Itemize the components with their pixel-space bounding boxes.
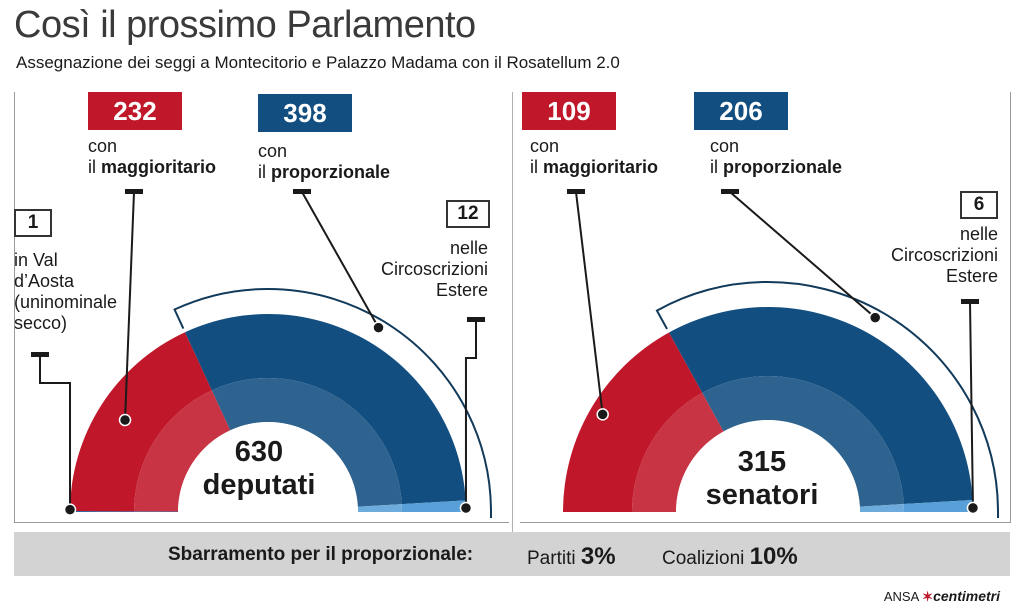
senato-maggioritario-segment [563,332,703,512]
senato-center-hole [676,420,860,512]
camera-estere-leader-tick [467,317,485,322]
camera-maggioritario-segment [70,332,212,512]
camera-secco-leader-line [39,355,72,510]
senato-proporzionale-bracket [655,281,999,518]
senato-unit: senatori [705,479,819,511]
camera-total: 630 [234,436,284,468]
threshold-partiti-label: Partiti [527,548,581,569]
camera-valaosta-line3: (uninominale [14,292,118,312]
senato-maggioritario-leader-dot [596,408,609,421]
camera-valaosta-line2: d’Aosta [14,271,75,291]
camera-secco-leader-tick [31,352,49,357]
camera-proporzionale-bracket [173,288,492,518]
threshold-coalizioni: Coalizioni 10% [662,543,798,571]
senato-estere-leader-line [969,301,974,508]
camera-estero-line2: Circoscrizioni [380,259,488,279]
camera-maggioritario-prefix: il [88,157,101,177]
camera-proporzionale-segment [185,313,466,505]
camera-estero-value: 12 [446,200,490,228]
threshold-partiti: Partiti 3% [527,543,616,571]
camera-proporzionale-segment-inner [211,378,402,507]
senato-maggioritario-prefix: il [530,157,543,177]
camera-maggioritario-bold: maggioritario [101,157,217,177]
camera-maggioritario-leader-tick [125,189,143,194]
senato-maggioritario-bold: maggioritario [543,157,659,177]
camera-secco-leader-dot [63,503,77,516]
camera-proporzionale-leader-dot [372,321,385,334]
senato-maggioritario-value: 109 [522,92,616,130]
camera-proporzionale-value: 398 [258,94,352,132]
credit: ANSA ✶centimetri [884,588,1000,605]
senato-maggioritario-leader-line [575,191,604,415]
camera-estero-label: nelle Circoscrizioni Estere [350,238,488,301]
chart-divider [512,92,513,532]
camera-proporzionale-leader-tick [293,189,311,194]
camera-unit: deputati [202,469,316,501]
senato-estero-value: 6 [960,191,998,219]
threshold-coalizioni-label: Coalizioni [662,548,750,569]
camera-proporzionale-bold: proporzionale [271,162,391,182]
camera-estero-line1: nelle [449,238,488,258]
camera-maggioritario-line1: con [88,136,118,156]
senato-proporzionale-leader-dot [868,311,882,324]
senato-frame [520,92,1011,523]
senato-maggioritario-leader-tick [567,189,585,194]
camera-estere-leader-dot [459,501,473,515]
threshold-coalizioni-value: 10% [749,543,798,570]
camera-center-label: 630 deputati [188,436,330,502]
senato-proporzionale-leader-tick [721,189,739,194]
credit-agency: ANSA [883,589,919,604]
senato-total: 315 [737,446,787,478]
camera-maggioritario-leader-dot [118,413,132,427]
senato-maggioritario-label: con il maggioritario [530,136,658,178]
senato-estere-leader-tick [961,299,979,304]
senato-center-label: 315 senatori [692,446,832,512]
page-subtitle: Assegnazione dei seggi a Montecitorio e … [16,53,620,72]
camera-valaosta-label: in Val d’Aosta (uninominale secco) [14,250,117,334]
camera-secco-segment [70,511,135,512]
camera-center-hole [178,422,358,512]
senato-estero-line1: nelle [959,224,998,244]
camera-secco-segment-inner [134,511,179,512]
camera-estere-leader-line [464,320,477,509]
centimetri-logo-icon: ✶ [922,589,934,604]
camera-estero-line3: Estere [435,280,488,300]
senato-proporzionale-label: con il proporzionale [710,136,842,178]
camera-valaosta-line1: in Val [14,250,58,270]
page-title: Così il prossimo Parlamento [14,4,476,46]
senato-proporzionale-segment-inner [702,375,904,507]
threshold-label: Sbarramento per il proporzionale: [168,544,474,565]
camera-proporzionale-leader-line [301,191,380,329]
senato-proporzionale-line1: con [710,136,740,156]
camera-proporzionale-line1: con [258,141,288,161]
credit-brand: centimetri [933,588,1000,604]
camera-estere-segment [401,500,467,512]
senato-maggioritario-line1: con [530,136,560,156]
threshold-bar [14,532,1010,576]
senato-proporzionale-segment [668,307,973,505]
camera-maggioritario-label: con il maggioritario [88,136,216,178]
camera-proporzionale-label: con il proporzionale [258,141,390,183]
senato-estere-segment-inner [859,504,905,512]
camera-maggioritario-value: 232 [88,92,182,130]
senato-proporzionale-bold: proporzionale [723,157,843,177]
senato-proporzionale-prefix: il [710,157,723,177]
senato-estere-leader-dot [966,501,980,515]
camera-valaosta-value: 1 [14,209,52,237]
camera-frame [14,92,509,523]
camera-maggioritario-leader-line [124,191,135,421]
threshold-partiti-value: 3% [580,543,616,570]
senato-estero-label: nelle Circoscrizioni Estere [870,224,998,287]
senato-estere-segment [903,499,973,512]
camera-proporzionale-prefix: il [258,162,271,182]
camera-valaosta-line4: secco) [14,313,68,333]
senato-proporzionale-leader-line [729,191,876,319]
camera-estere-segment-inner [357,504,402,512]
senato-maggioritario-segment-inner [632,392,724,512]
senato-proporzionale-value: 206 [694,92,788,130]
senato-estero-line3: Estere [945,266,998,286]
senato-estero-line2: Circoscrizioni [890,245,998,265]
camera-maggioritario-segment-inner [134,390,231,512]
